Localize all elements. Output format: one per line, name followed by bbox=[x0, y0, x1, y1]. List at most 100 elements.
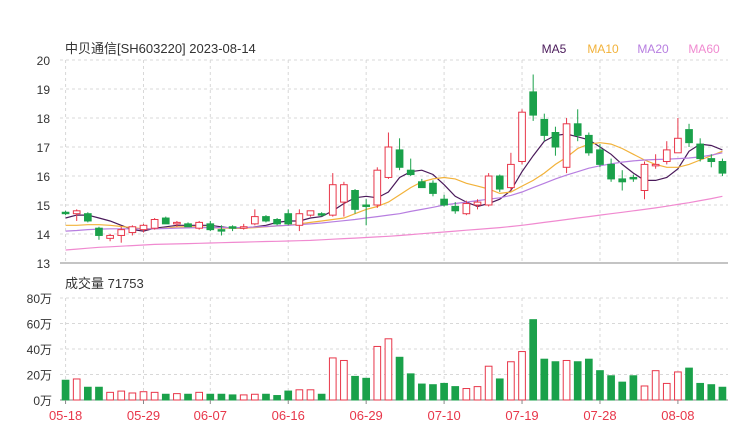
volume-bar bbox=[529, 319, 538, 401]
candle-body bbox=[150, 219, 159, 229]
candlestick bbox=[529, 74, 538, 121]
volume-bar bbox=[440, 382, 448, 401]
volume-y-tick-label: 80万 bbox=[27, 292, 52, 306]
x-tick-label: 06-16 bbox=[272, 408, 305, 423]
volume-bar bbox=[184, 393, 192, 401]
candle-body bbox=[584, 134, 593, 154]
volume-bar bbox=[406, 373, 415, 401]
candle-body bbox=[373, 169, 382, 206]
price-y-tick-label: 20 bbox=[37, 54, 51, 68]
candlestick bbox=[507, 152, 515, 191]
volume-bar bbox=[551, 361, 560, 401]
candlestick bbox=[462, 200, 471, 216]
volume-bar bbox=[596, 370, 604, 401]
candle-body bbox=[161, 217, 170, 225]
volume-bar bbox=[696, 382, 705, 401]
candlestick bbox=[61, 210, 70, 216]
volume-bar bbox=[250, 393, 259, 401]
candlestick bbox=[718, 158, 727, 176]
candle-body bbox=[495, 175, 504, 190]
legend-ma10[interactable]: MA10 bbox=[587, 42, 619, 56]
candle-body bbox=[273, 219, 281, 225]
volume-bar bbox=[117, 390, 126, 401]
candlestick bbox=[429, 180, 437, 197]
candle-body bbox=[184, 223, 192, 228]
candlestick bbox=[395, 138, 404, 171]
volume-bar bbox=[674, 371, 682, 401]
candlestick bbox=[195, 220, 204, 230]
ma-line-ma5 bbox=[65, 133, 723, 232]
volume-bar bbox=[72, 378, 81, 401]
candlestick bbox=[295, 209, 304, 232]
volume-bar bbox=[273, 395, 281, 401]
candlestick bbox=[83, 212, 92, 223]
candle-body bbox=[384, 146, 393, 178]
candlestick bbox=[250, 209, 259, 226]
candle-body bbox=[340, 184, 348, 203]
candlestick bbox=[351, 189, 359, 214]
volume-bar bbox=[607, 375, 615, 401]
volume-grid bbox=[60, 297, 728, 401]
x-tick-label: 05-18 bbox=[49, 408, 82, 423]
volume-bar bbox=[306, 389, 315, 401]
price-chart-title: 中贝通信[SH603220] 2023-08-14 bbox=[65, 41, 256, 56]
x-tick-label: 07-19 bbox=[505, 408, 538, 423]
candle-body bbox=[440, 198, 448, 206]
volume-bar bbox=[573, 361, 582, 401]
volume-bar bbox=[340, 359, 348, 401]
candlestick bbox=[384, 132, 393, 179]
legend-ma60[interactable]: MA60 bbox=[688, 42, 720, 56]
candlestick bbox=[362, 199, 371, 226]
volume-bar bbox=[618, 381, 627, 401]
candlestick bbox=[607, 158, 615, 182]
volume-bar bbox=[128, 392, 137, 401]
volume-bar bbox=[451, 386, 460, 401]
volume-y-axis: 0万 20万 40万 60万 80万 bbox=[27, 292, 52, 408]
volume-y-tick-label: 40万 bbox=[27, 343, 52, 357]
candle-body bbox=[596, 149, 604, 165]
volume-bar bbox=[718, 386, 727, 401]
candlestick bbox=[406, 158, 415, 176]
volume-bar bbox=[462, 388, 471, 401]
volume-y-tick-label: 0万 bbox=[33, 394, 52, 408]
candle-body bbox=[239, 226, 248, 229]
volume-y-tick-label: 20万 bbox=[27, 369, 52, 383]
volume-bar bbox=[518, 351, 526, 401]
candlestick bbox=[662, 141, 671, 165]
volume-bar bbox=[139, 391, 148, 401]
legend-ma5[interactable]: MA5 bbox=[542, 42, 567, 56]
candle-body bbox=[61, 211, 70, 215]
candle-body bbox=[317, 213, 326, 216]
price-y-tick-label: 19 bbox=[37, 83, 51, 97]
candle-body bbox=[484, 175, 493, 206]
x-tick-label: 07-28 bbox=[583, 408, 616, 423]
volume-bar bbox=[707, 384, 716, 401]
candlestick bbox=[707, 154, 716, 168]
candle-body bbox=[72, 210, 81, 215]
candle-body bbox=[217, 229, 226, 232]
candlestick bbox=[95, 226, 103, 240]
x-tick-label: 08-08 bbox=[661, 408, 694, 423]
candle-body bbox=[718, 161, 727, 174]
candlestick bbox=[484, 173, 493, 207]
candlesticks bbox=[61, 74, 727, 243]
candle-body bbox=[607, 163, 615, 180]
candlestick bbox=[128, 225, 137, 236]
candlestick bbox=[184, 222, 192, 228]
volume-bar bbox=[640, 385, 649, 401]
candle-body bbox=[195, 221, 204, 229]
candle-body bbox=[529, 91, 538, 116]
candlestick bbox=[640, 161, 649, 200]
candlestick bbox=[518, 109, 526, 165]
volume-bar bbox=[362, 377, 371, 401]
legend-ma20[interactable]: MA20 bbox=[637, 42, 669, 56]
candlestick bbox=[551, 126, 560, 156]
volume-bar bbox=[540, 358, 549, 401]
candlestick bbox=[417, 178, 426, 189]
volume-bar bbox=[584, 358, 593, 401]
candlestick bbox=[584, 132, 593, 156]
candlestick bbox=[540, 113, 549, 142]
x-tick-label: 05-29 bbox=[127, 408, 160, 423]
